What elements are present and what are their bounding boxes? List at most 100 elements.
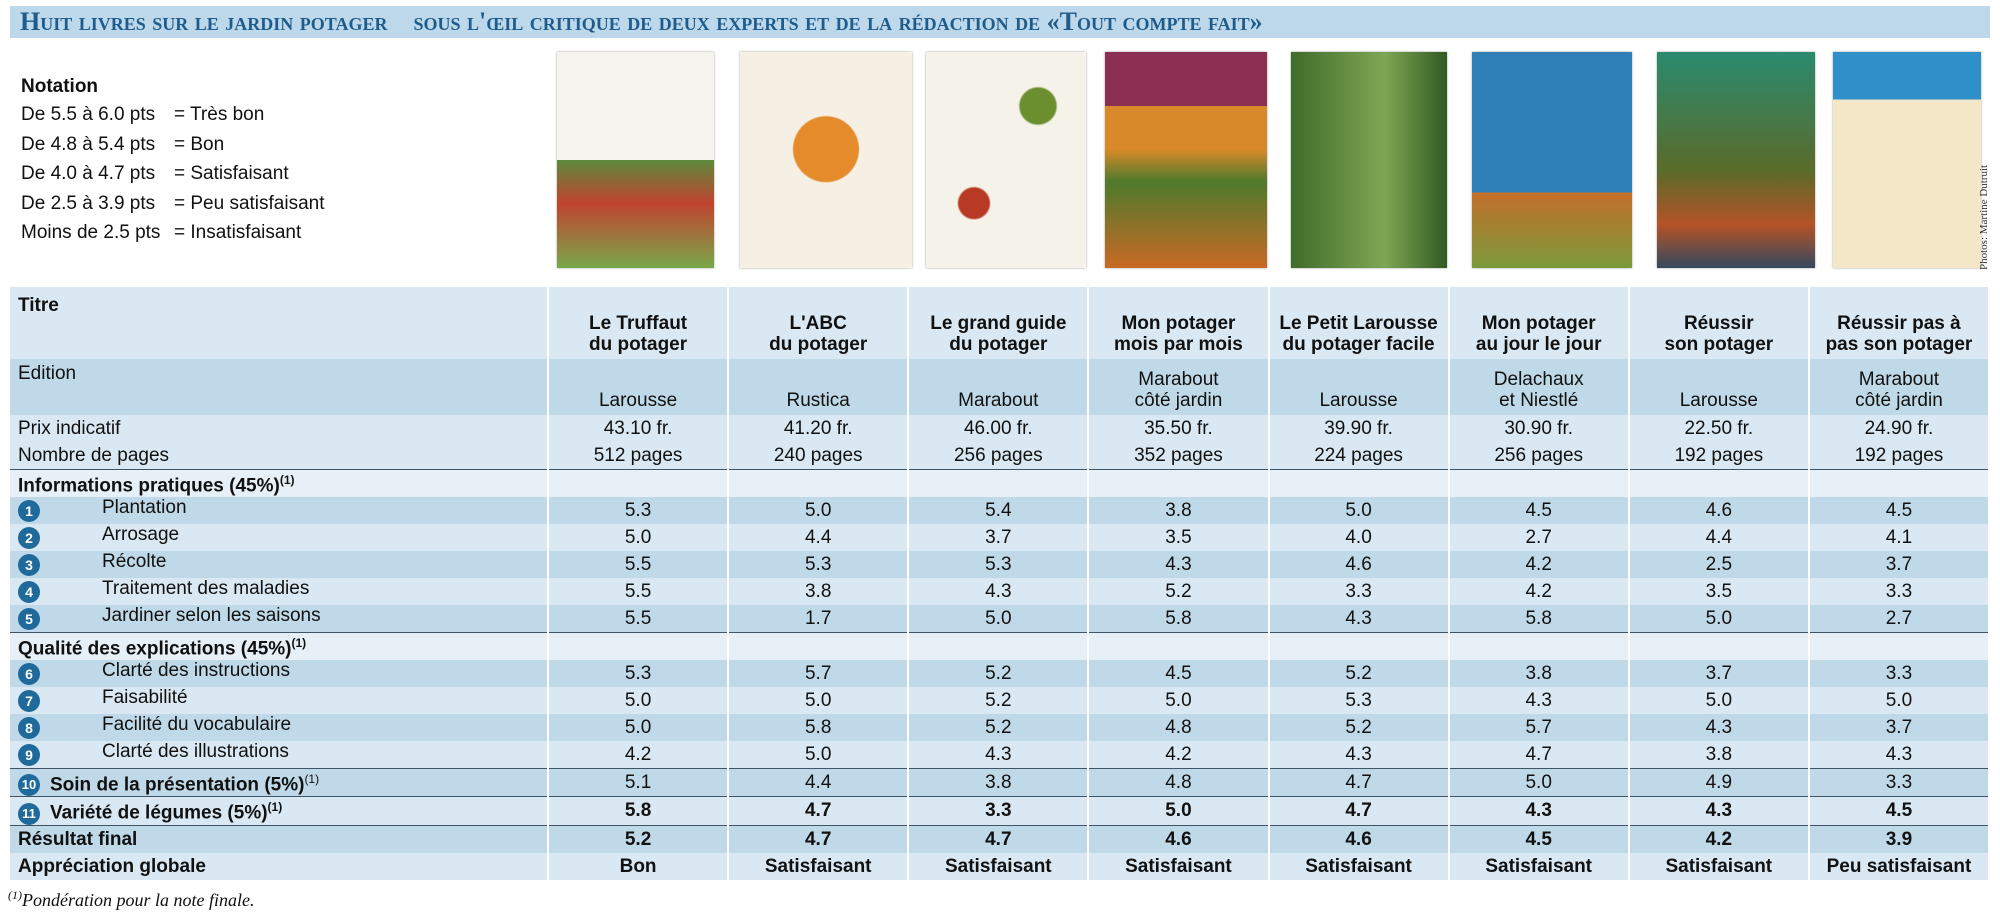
row-label: Titre: [10, 287, 549, 359]
legend-range: Moins de 2.5 pts: [21, 222, 161, 243]
score: 4.3: [1628, 714, 1810, 741]
cell: [1808, 632, 1991, 660]
criterion: 2 Arrosage: [10, 524, 549, 551]
score: 3.5: [1088, 524, 1270, 551]
score: 5.2: [1268, 714, 1450, 741]
score: 3.3: [908, 796, 1090, 826]
cell: [1628, 632, 1810, 660]
criterion-number: 7: [18, 689, 40, 712]
score: 3.8: [1448, 660, 1630, 687]
table-row: Titre Le Truffaut du potager L'ABC du pota…: [10, 287, 1991, 359]
criterion: 6 Clarté des instructions: [10, 660, 549, 687]
legend-range: De 2.5 à 3.9 pts: [21, 192, 156, 214]
criterion-label: Faisabilité: [102, 687, 188, 708]
score: 4.2: [1448, 578, 1630, 605]
table-row: Prix indicatif 43.10 fr. 41.20 fr. 46.00 fr…: [10, 415, 1991, 442]
cell: Mon potager mois par mois: [1088, 287, 1270, 359]
score: 5.0: [1628, 605, 1810, 633]
note-ref: (1): [291, 636, 307, 651]
legend-label: = Insatisfaisant: [174, 222, 302, 243]
cell: Le Petit Larousse du potager facile: [1268, 287, 1450, 359]
legend-title: Notation: [21, 76, 99, 97]
score: 5.0: [1808, 687, 1991, 714]
legend-item: De 4.8 à 5.4 pts = Bon: [21, 134, 325, 164]
score: 4.5: [1808, 497, 1991, 524]
criterion: 8 Facilité du vocabulaire: [10, 714, 549, 741]
legend-label: = Peu satisfaisant: [174, 192, 325, 214]
score: 5.8: [1448, 605, 1630, 633]
score: 4.7: [908, 824, 1090, 853]
score: 1.7: [728, 605, 910, 633]
table-row: 8 Facilité du vocabulaire 5.0 5.8 5.2 4.8 5.2 5…: [10, 714, 1991, 741]
cell: Rustica: [728, 359, 910, 415]
score: 4.0: [1268, 524, 1450, 551]
score: Satisfaisant: [1628, 852, 1810, 880]
note-ref: (1): [267, 800, 283, 815]
cell: [1448, 469, 1630, 497]
score: 4.4: [728, 767, 910, 797]
score: 3.8: [728, 578, 910, 605]
cell: [908, 632, 1090, 660]
cell: 22.50 fr.: [1628, 415, 1810, 442]
section-title: Informations pratiques (45%): [18, 475, 280, 497]
score: 5.7: [1448, 714, 1630, 741]
criterion: 3 Récolte: [10, 551, 549, 578]
score: 4.7: [728, 824, 910, 853]
cell: Marabout côté jardin: [1808, 359, 1991, 415]
score: 5.1: [548, 767, 730, 797]
legend-range: De 4.8 à 5.4 pts: [21, 133, 156, 155]
score: 5.2: [908, 714, 1090, 741]
score: 4.5: [1448, 824, 1630, 853]
cell: Larousse: [548, 359, 730, 415]
score: Satisfaisant: [1448, 852, 1630, 880]
table-row: Résultat final 5.2 4.7 4.7 4.6 4.6 4.5 4.2 3.9: [10, 824, 1991, 853]
score: 5.2: [548, 824, 730, 853]
score: 3.8: [1628, 741, 1810, 769]
book-cover: [1105, 52, 1267, 268]
score: 4.3: [1088, 551, 1270, 578]
table-row: 7 Faisabilité 5.0 5.0 5.2 5.0 5.3 4.3 5.0 5.0: [10, 687, 1991, 714]
cell: 256 pages: [908, 442, 1090, 470]
criterion-number: 3: [18, 553, 40, 576]
cell: 256 pages: [1448, 442, 1630, 470]
criterion-label: Facilité du vocabulaire: [102, 714, 292, 735]
score: 4.4: [1628, 524, 1810, 551]
score: 5.0: [1448, 767, 1630, 797]
score: 3.7: [1808, 551, 1991, 578]
book-cover: [740, 52, 912, 268]
table-body: Titre Le Truffaut du potager L'ABC du pota…: [10, 287, 1991, 880]
cell: Le Truffaut du potager: [548, 287, 730, 359]
score: Satisfaisant: [728, 852, 910, 880]
score: 4.5: [1088, 660, 1270, 687]
title-bar: Huit livres sur le jardin potager sous l'…: [10, 6, 1990, 38]
score: 3.7: [1628, 660, 1810, 687]
book-cover: [1291, 52, 1447, 268]
score: 5.0: [548, 687, 730, 714]
cell: 24.90 fr.: [1808, 415, 1991, 442]
row-label: Edition: [10, 359, 549, 415]
cell: [548, 469, 730, 497]
score: 5.8: [548, 796, 730, 826]
cell: [728, 632, 910, 660]
cell: 240 pages: [728, 442, 910, 470]
cell: 43.10 fr.: [548, 415, 730, 442]
book-cover: [926, 52, 1086, 268]
table-row: Informations pratiques (45%)(1): [10, 469, 1991, 497]
score: 5.0: [728, 497, 910, 524]
criterion: 11 Variété de légumes (5%)(1): [10, 796, 549, 826]
score: 5.0: [908, 605, 1090, 633]
legend: Notation De 5.5 à 6.0 pts = Très bon De 4.8…: [21, 76, 325, 252]
score: 5.3: [548, 660, 730, 687]
score: 5.0: [728, 687, 910, 714]
book-cover: [1833, 52, 1981, 268]
score: 5.0: [1088, 687, 1270, 714]
score: 4.3: [1628, 796, 1810, 826]
cell: Réussir pas à pas son potager: [1808, 287, 1991, 359]
score: 5.7: [728, 660, 910, 687]
score: 4.7: [1448, 741, 1630, 769]
cell: [908, 469, 1090, 497]
cell: [1808, 469, 1991, 497]
table-row: 11 Variété de légumes (5%)(1) 5.8 4.7 3.3 5.0…: [10, 796, 1991, 826]
score: 5.0: [548, 524, 730, 551]
